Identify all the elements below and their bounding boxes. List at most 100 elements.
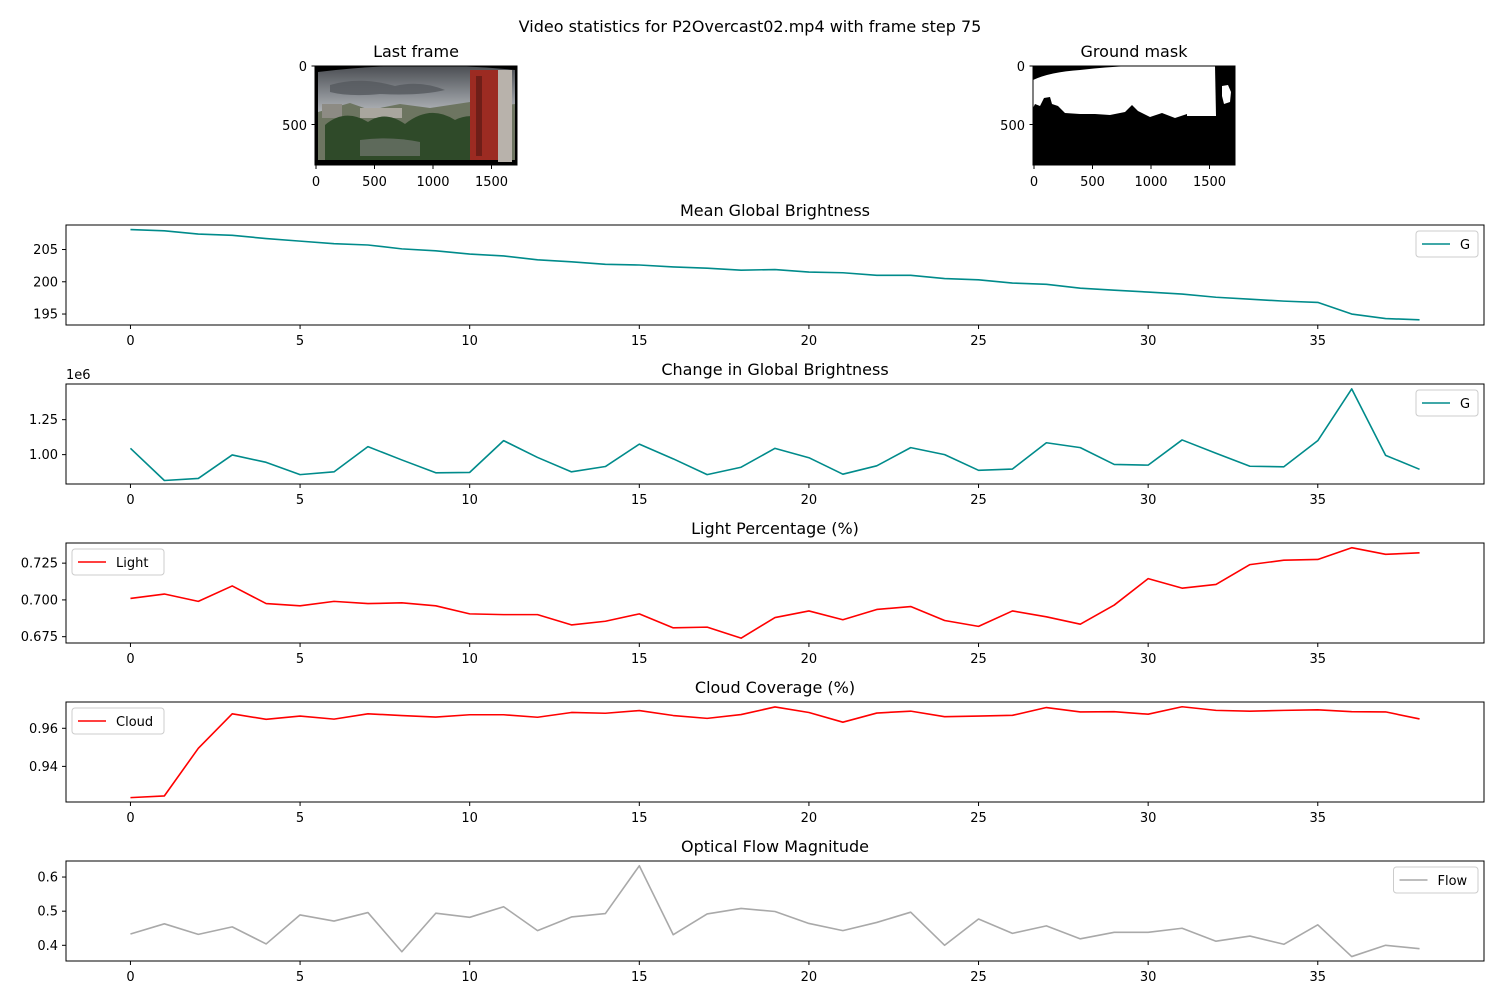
cloud-coverage-chart: Cloud Coverage (%) 0 5 10 15 20 25 30 35 0.94 0.96… (29, 678, 1485, 826)
cloud-coverage-xtick-label: 0 (126, 811, 134, 826)
light-percentage-xtick-label: 20 (801, 652, 818, 667)
light-percentage-xtick-label: 5 (296, 652, 304, 667)
light-percentage-xtick-label: 25 (970, 652, 987, 667)
light-percentage-ytick-label: 0.725 (21, 557, 58, 572)
ground-mask-panel: Ground mask 0 500 0 500 1000 1500 (1000, 42, 1236, 190)
change-global-brightness-offset-text: 1e6 (66, 368, 91, 383)
change-global-brightness-xtick-label: 0 (126, 493, 134, 508)
last-frame-xtick-1500: 1500 (475, 175, 508, 190)
change-global-brightness-xtick-label: 5 (296, 493, 304, 508)
last-frame-ytick-0: 0 (299, 60, 307, 75)
cloud-coverage-axes-frame (65, 701, 1485, 803)
cloud-coverage-xtick-label: 5 (296, 811, 304, 826)
last-frame-axes: 0 500 0 500 1000 1500 (282, 60, 518, 190)
mean-global-brightness-xtick-label: 30 (1140, 334, 1157, 349)
mean-global-brightness-xtick-label: 10 (461, 334, 478, 349)
light-percentage-xtick-label: 0 (126, 652, 134, 667)
optical-flow-xtick-label: 0 (126, 970, 134, 985)
change-global-brightness-ytick-label: 1.00 (29, 448, 58, 463)
optical-flow-chart: Optical Flow Magnitude 0 5 10 15 20 25 30 35 0.4 0… (37, 837, 1485, 985)
last-frame-xtick-500: 500 (362, 175, 387, 190)
optical-flow-title: Optical Flow Magnitude (681, 837, 869, 856)
ground-mask-xtick-0: 0 (1030, 175, 1038, 190)
change-global-brightness-series-line (129, 388, 1420, 482)
mean-global-brightness-xtick-label: 25 (970, 334, 987, 349)
optical-flow-legend: Flow (1393, 866, 1479, 894)
figure-title: Video statistics for P2Overcast02.mp4 wi… (519, 17, 982, 36)
ground-mask-xtick-1500: 1500 (1193, 175, 1226, 190)
light-percentage-series-line (130, 546, 1420, 639)
mean-global-brightness-legend: G (1415, 230, 1479, 258)
light-percentage-xtick-label: 30 (1140, 652, 1157, 667)
mean-global-brightness-xtick-label: 5 (296, 334, 304, 349)
last-frame-xtick-0: 0 (312, 175, 320, 190)
mean-global-brightness-chart: Mean Global Brightness 0 5 10 15 20 25 30 35 195 2… (33, 201, 1485, 349)
optical-flow-xtick-label: 35 (1310, 970, 1327, 985)
ground-mask-xtick-500: 500 (1080, 175, 1105, 190)
cloud-coverage-legend: Cloud (71, 707, 165, 735)
optical-flow-axes-frame (65, 860, 1485, 962)
change-global-brightness-xtick-label: 10 (461, 493, 478, 508)
optical-flow-xtick-label: 30 (1140, 970, 1157, 985)
change-global-brightness-legend-label: G (1460, 397, 1470, 412)
last-frame-image (315, 66, 517, 165)
cloud-coverage-ytick-label: 0.94 (29, 760, 58, 775)
light-percentage-legend-box (71, 548, 165, 576)
optical-flow-ytick-label: 0.5 (37, 905, 58, 920)
cloud-coverage-title: Cloud Coverage (%) (695, 678, 855, 697)
mean-global-brightness-axes-frame (65, 224, 1485, 326)
optical-flow-xtick-label: 20 (801, 970, 818, 985)
change-global-brightness-xtick-label: 25 (970, 493, 987, 508)
change-global-brightness-xtick-label: 35 (1310, 493, 1327, 508)
cloud-coverage-xtick-label: 30 (1140, 811, 1157, 826)
mean-global-brightness-xtick-label: 0 (126, 334, 134, 349)
cloud-coverage-ytick-label: 0.96 (29, 722, 58, 737)
change-global-brightness-xtick-label: 15 (631, 493, 648, 508)
light-percentage-xtick-label: 10 (461, 652, 478, 667)
cloud-coverage-xtick-label: 10 (461, 811, 478, 826)
change-global-brightness-legend: G (1415, 389, 1479, 417)
optical-flow-xtick-label: 15 (631, 970, 648, 985)
ground-mask-image (1033, 66, 1235, 165)
last-frame-panel: Last frame 0 500 0 500 1000 (282, 42, 518, 190)
change-global-brightness-title: Change in Global Brightness (661, 360, 888, 379)
change-global-brightness-chart: Change in Global Brightness 1e6 0 5 10 15 20 25… (29, 360, 1485, 508)
line-charts: Mean Global Brightness 0 5 10 15 20 25 30 35 195 2… (21, 201, 1485, 985)
ground-mask-xtick-1000: 1000 (1134, 175, 1167, 190)
change-global-brightness-xtick-label: 20 (801, 493, 818, 508)
optical-flow-xtick-label: 5 (296, 970, 304, 985)
mean-global-brightness-legend-label: G (1460, 238, 1470, 253)
mean-global-brightness-ytick-label: 205 (33, 243, 58, 258)
change-global-brightness-ytick-label: 1.25 (29, 413, 58, 428)
optical-flow-ytick-label: 0.6 (37, 871, 58, 886)
change-global-brightness-axes-frame (65, 383, 1485, 485)
last-frame-ytick-500: 500 (282, 119, 307, 134)
ground-mask-ytick-0: 0 (1017, 60, 1025, 75)
ground-mask-axes: 0 500 0 500 1000 1500 (1000, 60, 1236, 190)
light-percentage-xtick-label: 15 (631, 652, 648, 667)
mean-global-brightness-title: Mean Global Brightness (680, 201, 870, 220)
optical-flow-legend-label: Flow (1438, 874, 1468, 889)
cloud-coverage-xtick-label: 25 (970, 811, 987, 826)
last-frame-xtick-1000: 1000 (416, 175, 449, 190)
cloud-coverage-xtick-label: 35 (1310, 811, 1327, 826)
light-percentage-legend-label: Light (116, 556, 148, 571)
light-percentage-ytick-label: 0.700 (21, 593, 58, 608)
change-global-brightness-xtick-label: 30 (1140, 493, 1157, 508)
mean-global-brightness-xtick-label: 15 (631, 334, 648, 349)
cloud-coverage-xtick-label: 20 (801, 811, 818, 826)
light-percentage-ytick-label: 0.675 (21, 630, 58, 645)
light-percentage-chart: Light Percentage (%) 0 5 10 15 20 25 30 35 0.675 0… (21, 519, 1485, 667)
optical-flow-series-line (130, 864, 1420, 958)
optical-flow-ytick-label: 0.4 (37, 939, 58, 954)
optical-flow-xtick-label: 25 (970, 970, 987, 985)
ground-mask-ytick-500: 500 (1000, 119, 1025, 134)
light-percentage-xtick-label: 35 (1310, 652, 1327, 667)
last-frame-title: Last frame (373, 42, 459, 61)
mean-global-brightness-ytick-label: 200 (33, 275, 58, 290)
optical-flow-legend-box (1393, 866, 1479, 894)
cloud-coverage-legend-box (71, 707, 165, 735)
light-percentage-axes-frame (65, 542, 1485, 644)
ground-mask-title: Ground mask (1081, 42, 1189, 61)
mean-global-brightness-ytick-label: 195 (33, 308, 58, 323)
